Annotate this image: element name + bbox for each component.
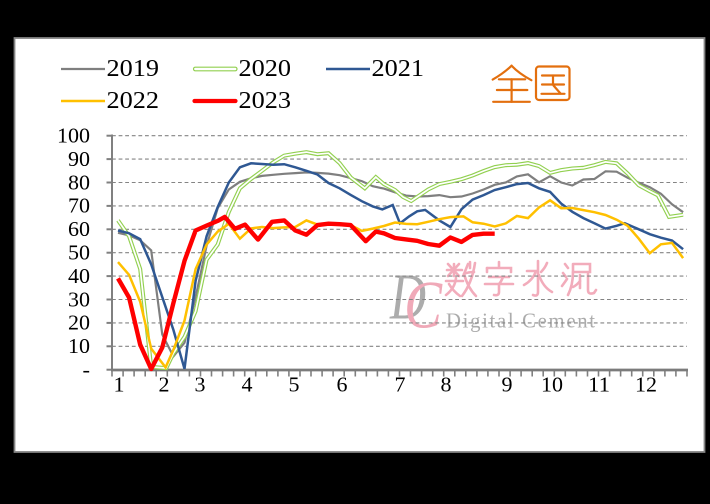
svg-text:2021: 2021 [372, 55, 425, 82]
svg-text:2: 2 [159, 375, 170, 397]
svg-text:C: C [404, 267, 443, 343]
svg-text:50: 50 [68, 243, 90, 265]
svg-text:40: 40 [68, 266, 90, 288]
svg-text:10: 10 [541, 375, 563, 397]
svg-text:2023: 2023 [239, 87, 292, 114]
svg-text:3: 3 [195, 375, 206, 397]
svg-text:1: 1 [114, 375, 125, 397]
svg-text:90: 90 [68, 149, 90, 171]
svg-text:60: 60 [68, 219, 90, 241]
svg-text:9: 9 [502, 375, 513, 397]
svg-text:12: 12 [635, 375, 657, 397]
svg-text:8: 8 [441, 375, 452, 397]
svg-text:-: - [83, 360, 91, 382]
svg-text:7: 7 [395, 375, 406, 397]
svg-text:5: 5 [289, 375, 300, 397]
svg-text:100: 100 [57, 126, 90, 148]
svg-text:4: 4 [242, 375, 254, 397]
svg-text:70: 70 [68, 196, 90, 218]
svg-text:2022: 2022 [107, 87, 160, 114]
svg-text:20: 20 [68, 313, 90, 335]
svg-text:2020: 2020 [239, 55, 292, 82]
svg-text:10: 10 [68, 336, 90, 358]
svg-text:30: 30 [68, 289, 90, 311]
svg-text:80: 80 [68, 172, 90, 194]
svg-text:D: D [389, 261, 426, 334]
svg-text:6: 6 [337, 375, 348, 397]
svg-text:2019: 2019 [107, 55, 160, 82]
svg-text:11: 11 [588, 375, 610, 397]
